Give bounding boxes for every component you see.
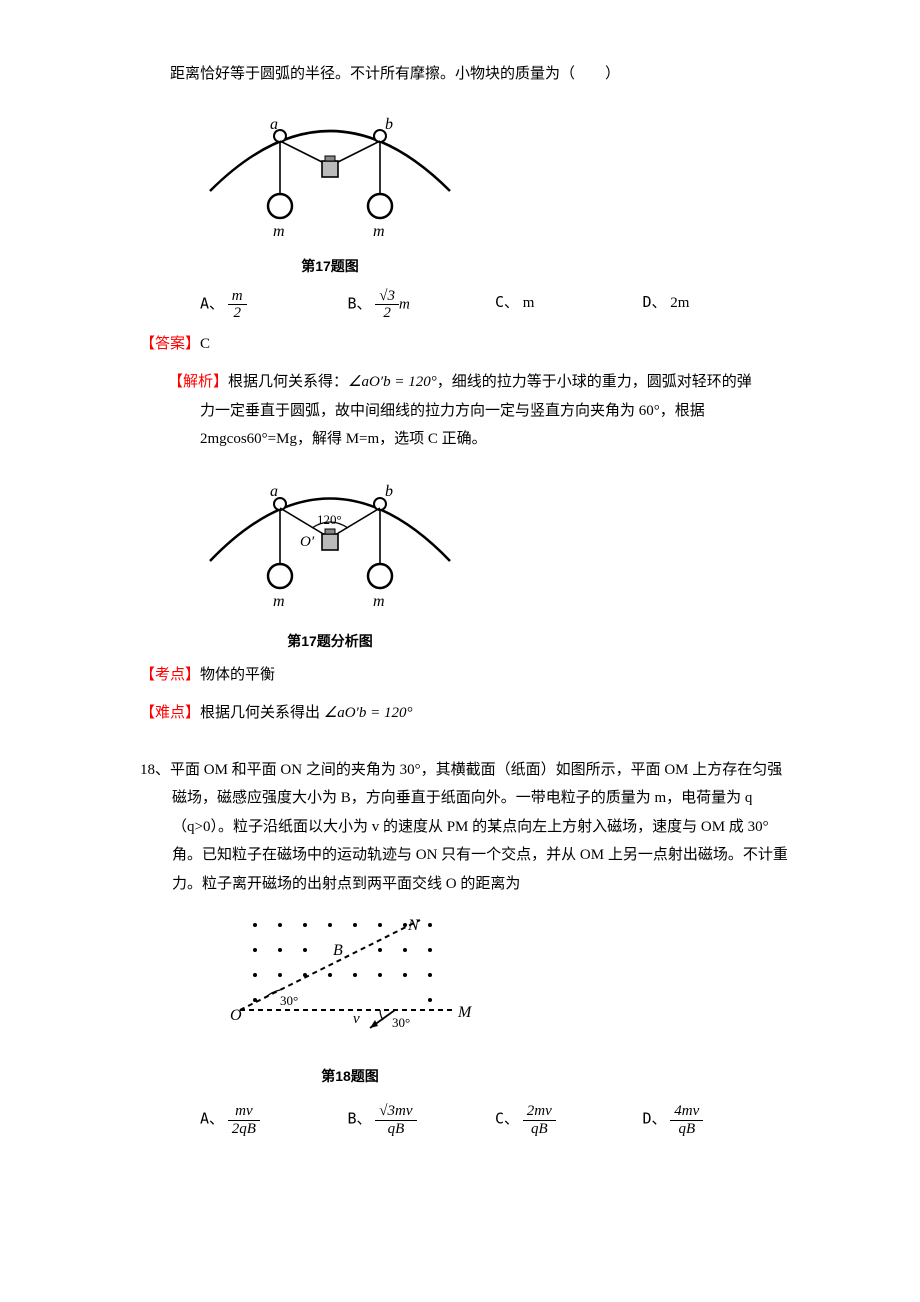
frac-num: 4mv xyxy=(670,1103,703,1121)
label-b: b xyxy=(385,116,393,133)
suffix: m xyxy=(399,296,410,312)
q17-option-B: B、 √3 2 m xyxy=(348,288,496,322)
label-a2: a xyxy=(270,483,278,500)
q18-number: 18、 xyxy=(140,762,170,778)
angle-30-2: 30° xyxy=(392,1015,410,1030)
q17-analysis-line3: 2mgcos60°=Mg，解得 M=m，选项 C 正确。 xyxy=(140,425,790,454)
option-label: A、 xyxy=(200,1110,224,1128)
analysis-tag: 【解析】 xyxy=(168,374,228,390)
q18-figure-caption: 第18题图 xyxy=(220,1063,480,1090)
frac-den: qB xyxy=(670,1121,703,1138)
q17-figure-2: 120° O′ a b m m 第17题分析图 xyxy=(140,466,790,655)
q18-stem: 18、平面 OM 和平面 ON 之间的夹角为 30°，其横截面（纸面）如图所示，… xyxy=(140,756,790,899)
q17-option-A: A、 m 2 xyxy=(200,288,348,322)
q18-option-B: B、 √3mvqB xyxy=(348,1103,496,1137)
q17-figure-1-caption: 第17题图 xyxy=(200,253,460,280)
q18-stem-text: 平面 OM 和平面 ON 之间的夹角为 30°，其横截面（纸面）如图所示，平面 … xyxy=(170,762,788,892)
q18-option-C: C、 2mvqB xyxy=(495,1103,643,1137)
q18-options: A、 mv2qB B、 √3mvqB C、 2mvqB D、 4mvqB xyxy=(140,1103,790,1137)
q18-option-A: A、 mv2qB xyxy=(200,1103,348,1137)
label-m-right: m xyxy=(373,223,385,240)
frac-den: 2 xyxy=(228,305,247,322)
frac-num: 2mv xyxy=(523,1103,556,1121)
option-label: B、 xyxy=(348,294,372,312)
q17-options: A、 m 2 B、 √3 2 m C、 m D、 2m xyxy=(140,288,790,322)
angle-30-1: 30° xyxy=(280,993,298,1008)
label-m-left: m xyxy=(273,223,285,240)
analysis-angle: ∠aO′b = 120° xyxy=(348,374,437,390)
option-label: C、 xyxy=(495,293,519,311)
label-b2: b xyxy=(385,483,393,500)
q17-nandian-line: 【难点】根据几何关系得出 ∠aO′b = 120° xyxy=(140,699,790,728)
option-label: D、 xyxy=(643,293,667,311)
q18-option-D: D、 4mvqB xyxy=(643,1103,791,1137)
nandian-tag: 【难点】 xyxy=(140,705,200,721)
frac-den: qB xyxy=(375,1121,416,1138)
angle-120: 120° xyxy=(317,512,342,527)
q17-figure-1-svg: a b m m xyxy=(200,101,460,241)
frac-num: √3mv xyxy=(375,1103,416,1121)
q17-figure-2-caption: 第17题分析图 xyxy=(200,628,460,655)
label-m-right2: m xyxy=(373,593,385,610)
analysis-text-1a: 根据几何关系得： xyxy=(228,374,348,390)
q17-analysis: 【解析】根据几何关系得：∠aO′b = 120°，细线的拉力等于小球的重力，圆弧… xyxy=(140,368,790,397)
frac-den: 2 xyxy=(375,305,399,322)
option-label: D、 xyxy=(643,1110,667,1128)
q17-option-C: C、 m xyxy=(495,288,643,322)
label-Oprime: O′ xyxy=(300,534,315,550)
frac-den: 2qB xyxy=(228,1121,260,1138)
q17-analysis-line2: 力一定垂直于圆弧，故中间细线的拉力方向一定与竖直方向夹角为 60°，根据 xyxy=(140,397,790,426)
q18-figure-svg: O M N B v 30° 30° xyxy=(220,910,480,1050)
q17-figure-2-svg: 120° O′ a b m m xyxy=(200,466,460,616)
frac-num: mv xyxy=(228,1103,260,1121)
option-text: m xyxy=(523,295,535,311)
nandian-expr: ∠aO′b = 120° xyxy=(324,705,413,721)
analysis-text-1b: ，细线的拉力等于小球的重力，圆弧对轻环的弹 xyxy=(437,374,752,390)
label-a: a xyxy=(270,116,278,133)
nandian-text: 根据几何关系得出 xyxy=(200,705,320,721)
option-label: A、 xyxy=(200,294,224,312)
frac-num: √3 xyxy=(375,288,399,306)
kaodian-tag: 【考点】 xyxy=(140,667,200,683)
frac-num: m xyxy=(228,288,247,306)
option-label: B、 xyxy=(348,1110,372,1128)
answer-value: C xyxy=(200,336,210,352)
q17-stem-tail: 距离恰好等于圆弧的半径。不计所有摩擦。小物块的质量为（ ） xyxy=(140,60,790,89)
answer-tag: 【答案】 xyxy=(140,336,200,352)
option-text: 2m xyxy=(670,295,689,311)
label-m-left2: m xyxy=(273,593,285,610)
frac-den: qB xyxy=(523,1121,556,1138)
q17-answer-line: 【答案】C xyxy=(140,330,790,359)
label-O: O xyxy=(230,1007,242,1024)
kaodian-text: 物体的平衡 xyxy=(200,667,275,683)
q17-figure-1: a b m m 第17题图 xyxy=(140,101,790,280)
label-B: B xyxy=(333,942,343,959)
option-label: C、 xyxy=(495,1110,519,1128)
label-M: M xyxy=(457,1004,473,1021)
label-v: v xyxy=(353,1011,360,1027)
q17-kaodian-line: 【考点】物体的平衡 xyxy=(140,661,790,690)
q18-figure: O M N B v 30° 30° 第18题图 xyxy=(140,910,790,1089)
q17-option-D: D、 2m xyxy=(643,288,791,322)
label-N: N xyxy=(407,917,420,934)
